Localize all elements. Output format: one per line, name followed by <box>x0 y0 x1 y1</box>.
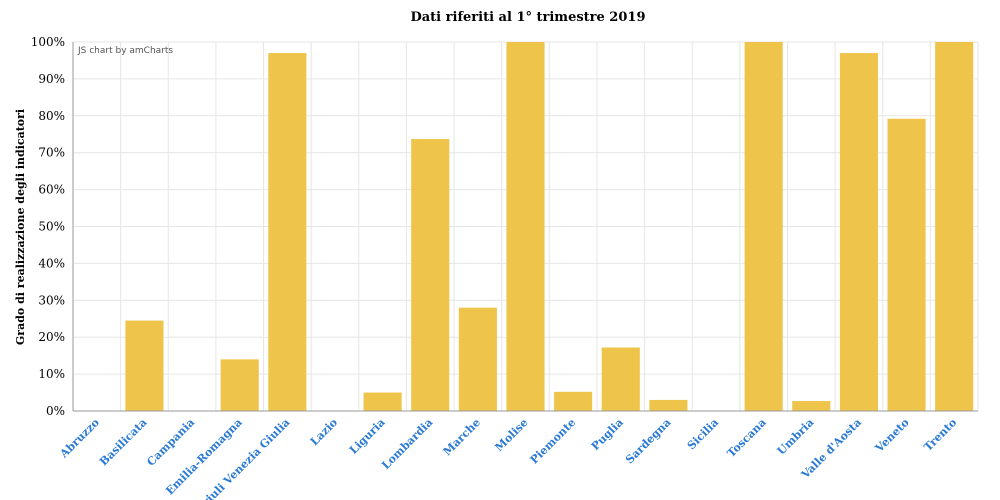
bar-friuli-venezia-giulia <box>268 53 307 411</box>
bar-umbria <box>792 401 831 411</box>
x-tick-label: Lombardia <box>379 416 435 472</box>
bar-basilicata <box>125 320 164 411</box>
x-tick-label: Marche <box>441 416 483 458</box>
y-tick-label: 30% <box>38 293 65 307</box>
chart-credit[interactable]: JS chart by amCharts <box>77 46 173 56</box>
bar-emilia-romagna <box>220 359 259 411</box>
x-tick-label: Umbria <box>775 416 817 458</box>
y-tick-label: 10% <box>38 367 65 381</box>
bar-trento <box>935 42 974 411</box>
chart-title: Dati riferiti al 1° trimestre 2019 <box>410 10 645 25</box>
bar-liguria <box>363 392 402 411</box>
bar-puglia <box>601 347 640 411</box>
bars <box>125 42 974 411</box>
x-tick-label: Puglia <box>589 416 626 453</box>
bar-sardegna <box>649 399 688 411</box>
y-tick-label: 60% <box>38 183 65 197</box>
x-tick-labels: AbruzzoBasilicataCampaniaEmilia-RomagnaF… <box>57 416 960 500</box>
x-tick-label: Campania <box>144 416 197 469</box>
x-tick-label: Veneto <box>872 416 912 456</box>
x-tick-label: Liguria <box>347 416 388 457</box>
bar-marche <box>458 307 497 411</box>
x-tick-label: Sicilia <box>685 416 721 452</box>
y-tick-label: 80% <box>38 109 65 123</box>
axes <box>72 42 978 412</box>
y-tick-label: 20% <box>38 330 65 344</box>
y-tick-label: 0% <box>46 404 65 418</box>
bar-piemonte <box>554 391 593 411</box>
y-axis-label: Grado di realizzazione degli indicatori <box>14 109 27 345</box>
bar-toscana <box>744 42 783 411</box>
x-tick-label: Sardegna <box>623 416 673 466</box>
y-tick-label: 70% <box>38 146 65 160</box>
x-tick-label: Molise <box>492 416 530 454</box>
y-tick-label: 100% <box>31 35 65 49</box>
bar-valle-d-aosta <box>839 53 878 411</box>
x-tick-label: Toscana <box>725 416 769 460</box>
y-tick-label: 50% <box>38 220 65 234</box>
x-tick-label: Piemonte <box>528 416 579 467</box>
y-tick-label: 40% <box>38 256 65 270</box>
x-tick-label: Lazio <box>308 416 340 448</box>
x-tick-label: Trento <box>921 416 959 454</box>
bar-veneto <box>887 118 926 411</box>
x-tick-label: Abruzzo <box>57 416 102 461</box>
bar-molise <box>506 42 545 411</box>
y-tick-label: 90% <box>38 72 65 86</box>
bar-lombardia <box>411 139 450 411</box>
x-tick-label: Basilicata <box>97 416 149 468</box>
y-tick-labels: 0% 10% 20% 30% 40% 50% 60% 70% 80% 90% 100% <box>31 35 65 418</box>
